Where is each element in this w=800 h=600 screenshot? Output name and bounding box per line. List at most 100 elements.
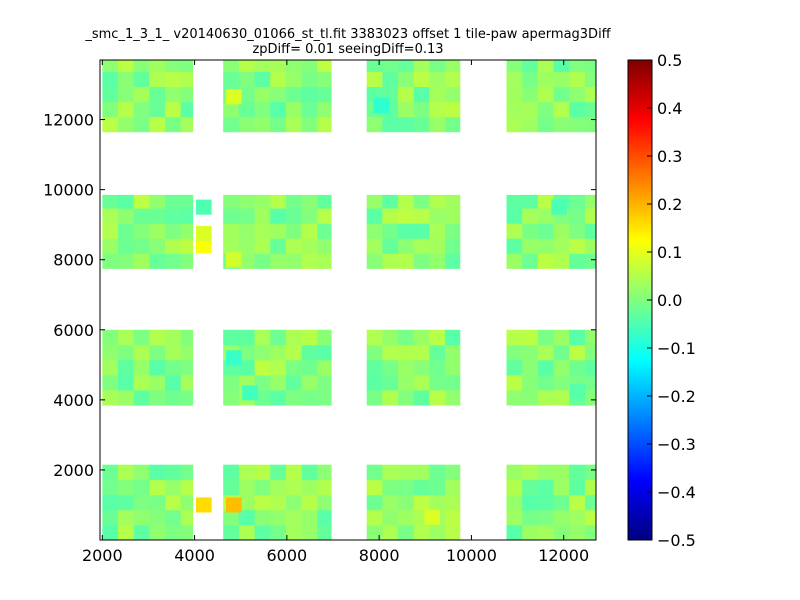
heatmap-cell (382, 71, 399, 88)
heatmap-cell (506, 253, 523, 269)
heatmap-cell (413, 238, 430, 254)
heatmap-cell (301, 359, 318, 376)
heatmap-cell (445, 390, 461, 406)
heatmap-cell (238, 116, 255, 133)
tile-block (506, 194, 596, 269)
heatmap-cell (117, 86, 135, 103)
heatmap-cell (413, 464, 430, 481)
heatmap-cell (553, 479, 570, 496)
heatmap-cell (429, 390, 446, 406)
heatmap-cell (445, 208, 461, 224)
heatmap-cell (413, 374, 430, 391)
y-tick-label: 2000 (53, 461, 94, 480)
heatmap-cell (506, 494, 523, 511)
heatmap-cell-highlight (195, 497, 212, 513)
heatmap-cell (254, 238, 271, 254)
heatmap-cell (223, 329, 240, 346)
heatmap-cell (553, 494, 570, 511)
heatmap-cell (537, 464, 554, 481)
heatmap-cell (429, 253, 446, 269)
heatmap-cell (180, 101, 194, 118)
y-tick-label: 12000 (43, 111, 94, 130)
heatmap-cell (238, 344, 255, 361)
heatmap-cell (522, 359, 539, 376)
heatmap-cell (522, 390, 539, 406)
heatmap-cell (149, 71, 166, 88)
tile-block (506, 60, 596, 133)
heatmap-cell (584, 86, 596, 103)
heatmap-cell (366, 509, 383, 526)
heatmap-cell (317, 208, 332, 224)
heatmap-cell (317, 253, 332, 269)
heatmap-cell (270, 344, 287, 361)
heatmap-cell (445, 253, 461, 269)
heatmap-cell (398, 238, 415, 254)
heatmap-cell (317, 374, 332, 391)
heatmap-cell (133, 71, 150, 88)
heatmap-cell (429, 479, 446, 496)
heatmap-cell (270, 238, 287, 254)
heatmap-cell (180, 116, 194, 133)
heatmap-cell (366, 329, 383, 346)
heatmap-cell (223, 194, 240, 209)
heatmap-cell (584, 101, 596, 118)
heatmap-cell (133, 374, 150, 391)
heatmap-cell (413, 86, 430, 103)
heatmap-cell (180, 494, 194, 511)
heatmap-cell (117, 524, 135, 540)
plot-frame (99, 59, 597, 541)
heatmap-cell (149, 359, 166, 376)
heatmap-cell (238, 238, 255, 254)
heatmap-cell (506, 359, 523, 376)
heatmap-cell (270, 359, 287, 376)
heatmap-cell (569, 116, 586, 133)
heatmap-cell (165, 223, 182, 239)
heatmap-cell (301, 71, 318, 88)
heatmap-cell (553, 223, 570, 239)
heatmap-cell (102, 238, 119, 254)
heatmap-cell (445, 238, 461, 254)
heatmap-cell (301, 464, 318, 481)
tile-block (102, 60, 194, 133)
heatmap-cell-highlight (242, 385, 258, 401)
heatmap-cell (285, 390, 303, 406)
heatmap-cell (254, 208, 271, 224)
heatmap-cell (317, 116, 332, 133)
heatmap-cell (506, 60, 523, 72)
heatmap-cell (238, 479, 255, 496)
heatmap-cell (180, 524, 194, 540)
heatmap-cell (223, 509, 240, 526)
heatmap-cell-highlight (225, 89, 242, 105)
heatmap-cell (133, 359, 150, 376)
heatmap-cell (238, 71, 255, 88)
heatmap-cell (180, 208, 194, 224)
heatmap-cell (102, 208, 119, 224)
heatmap-cell (317, 509, 332, 526)
heatmap-cell (445, 71, 461, 88)
heatmap-cell (102, 390, 119, 406)
heatmap-cell (398, 464, 415, 481)
heatmap-cell (398, 60, 415, 72)
heatmap-cell (317, 194, 332, 209)
heatmap-cell (102, 494, 119, 511)
heatmap-cell (180, 238, 194, 254)
y-tick-label: 6000 (53, 321, 94, 340)
heatmap-cell (254, 494, 271, 511)
heatmap-cell (506, 509, 523, 526)
heatmap-cell (301, 223, 318, 239)
heatmap-cell (180, 223, 194, 239)
heatmap-cell (506, 194, 523, 209)
heatmap-cell (223, 464, 240, 481)
heatmap-cell (522, 344, 539, 361)
heatmap-cell (117, 509, 135, 526)
heatmap-cell (270, 194, 287, 209)
heatmap-cell (238, 253, 255, 269)
heatmap-cell (133, 344, 150, 361)
tile-block (102, 329, 194, 406)
heatmap-cell (584, 524, 596, 540)
heatmap-cell (584, 344, 596, 361)
heatmap-cell (117, 253, 135, 269)
heatmap-cell (445, 494, 461, 511)
axis-ticks: 2000 4000 6000 8000 10000 12000 2000 4000 6000 80… (43, 60, 596, 565)
heatmap-cell (102, 60, 119, 72)
